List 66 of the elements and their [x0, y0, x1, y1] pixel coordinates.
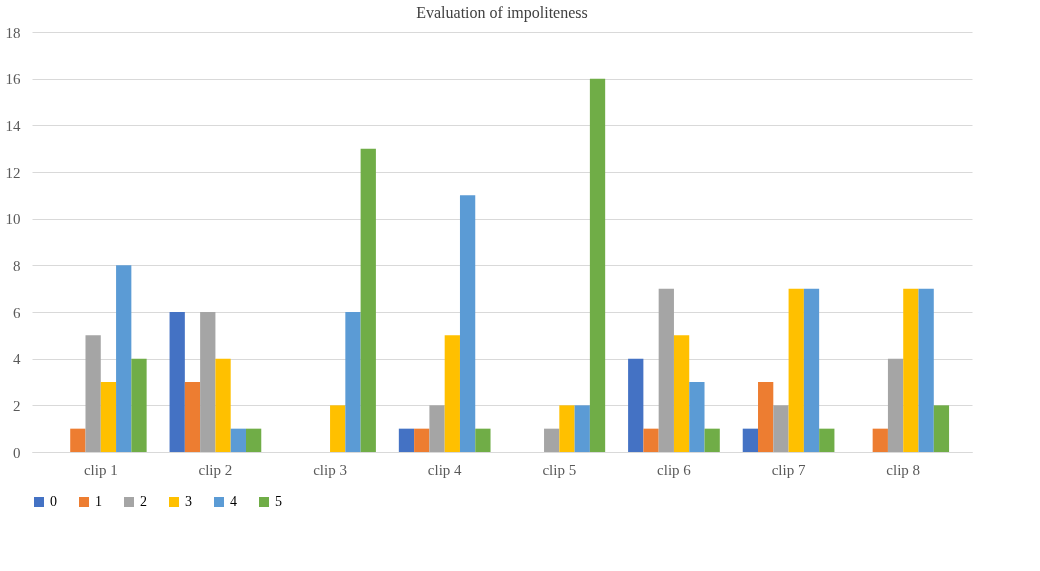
bar [559, 405, 575, 452]
bar [918, 288, 934, 452]
x-tick-label: clip 3 [313, 461, 347, 478]
y-tick-label: 0 [13, 444, 21, 461]
legend-label: 2 [140, 494, 147, 509]
x-tick-label: clip 4 [427, 461, 463, 478]
legend-label: 5 [275, 494, 282, 509]
bar [245, 428, 262, 452]
legend-label: 4 [230, 494, 237, 509]
bar [803, 288, 820, 452]
x-tick-label: clip 6 [657, 461, 692, 478]
bar [360, 148, 376, 452]
bar [184, 382, 201, 452]
bar [200, 312, 216, 452]
bar [788, 288, 804, 452]
bar [933, 405, 950, 452]
bar [459, 195, 476, 452]
bar [85, 335, 101, 452]
bar [872, 428, 888, 452]
x-tick-label: clip 1 [83, 461, 118, 478]
x-tick-label: clip 5 [542, 461, 577, 478]
bar [673, 335, 690, 452]
bar [444, 335, 460, 452]
x-tick-label: clip 2 [198, 461, 233, 478]
bar [169, 312, 185, 452]
x-tick-label: clip 7 [771, 461, 806, 478]
y-tick-label: 6 [13, 304, 21, 321]
bar [758, 382, 774, 452]
bar [131, 358, 147, 452]
y-tick-label: 14 [5, 117, 21, 134]
bar [345, 312, 361, 452]
bar [574, 405, 590, 452]
bar [544, 428, 560, 452]
y-tick-label: 10 [5, 211, 21, 228]
bar [589, 78, 606, 452]
bar [230, 428, 246, 452]
bar [704, 428, 720, 452]
bar [70, 428, 86, 452]
bar [475, 428, 491, 452]
bar [887, 358, 904, 452]
bar [414, 428, 430, 452]
y-tick-label: 8 [13, 257, 21, 274]
bar [215, 358, 231, 452]
bar [398, 428, 415, 452]
bar [658, 288, 674, 452]
y-tick-label: 16 [5, 71, 21, 88]
y-tick-label: 12 [5, 164, 21, 181]
bar [689, 382, 705, 452]
legend-label: 3 [185, 494, 192, 509]
bar [330, 405, 346, 452]
x-tick-label: clip 8 [886, 461, 921, 478]
bar [773, 405, 789, 452]
chart-title: Evaluation of impoliteness [416, 4, 588, 22]
bar [742, 428, 759, 452]
bar [100, 382, 117, 452]
bar [628, 358, 644, 452]
bar [819, 428, 835, 452]
bar [643, 428, 659, 452]
bar [903, 288, 919, 452]
legend-label: 1 [95, 494, 102, 509]
bar [116, 265, 132, 452]
bar [429, 405, 445, 452]
y-tick-label: 2 [13, 397, 21, 414]
y-tick-label: 18 [5, 24, 21, 41]
y-tick-label: 4 [13, 351, 21, 368]
legend-label: 0 [50, 494, 57, 509]
